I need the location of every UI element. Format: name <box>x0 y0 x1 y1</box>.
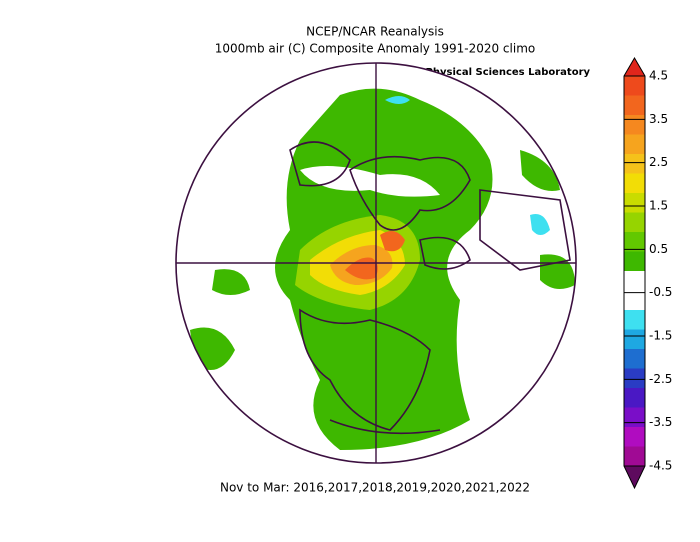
colorbar-band <box>624 349 645 369</box>
credit: NOAA Physical Sciences Laboratory <box>390 67 591 78</box>
colorbar-band <box>624 329 645 350</box>
colorbar-under <box>624 466 645 488</box>
colorbar-label: -4.5 <box>649 459 672 473</box>
colorbar-band <box>624 446 645 467</box>
colorbar-band <box>624 427 645 447</box>
colorbar-over <box>624 58 645 76</box>
colorbar-band <box>624 368 645 389</box>
colorbar-band <box>624 212 645 233</box>
colorbar-label: -1.5 <box>649 329 672 343</box>
colorbar-band <box>624 76 645 96</box>
footer: Nov to Mar: 2016,2017,2018,2019,2020,202… <box>220 481 530 495</box>
colorbar-label: -3.5 <box>649 415 672 429</box>
coastlines <box>289 141 571 435</box>
colorbar-band <box>624 173 645 194</box>
title: NCEP/NCAR Reanalysis <box>306 25 444 39</box>
colorbar-label: 4.5 <box>649 69 668 83</box>
colorbar-label: -0.5 <box>649 285 672 299</box>
subtitle: 1000mb air (C) Composite Anomaly 1991-20… <box>215 42 535 56</box>
colorbar-band <box>624 134 645 155</box>
colorbar-band <box>624 115 645 135</box>
colorbar-label: 2.5 <box>649 155 668 169</box>
colorbar-band <box>624 271 645 291</box>
colorbar-band <box>624 154 645 174</box>
colorbar-band <box>624 388 645 408</box>
colorbar-band <box>624 251 645 272</box>
colorbar-band <box>624 193 645 213</box>
colorbar: 4.5 3.5 2.5 1.5 0.5 -0.5 -1.5 -2.5 -3.5 -4.5 <box>623 57 672 490</box>
colorbar-band <box>624 407 645 428</box>
colorbar-label: 1.5 <box>649 199 668 213</box>
colorbar-band <box>624 232 645 252</box>
map <box>176 63 576 463</box>
colorbar-label: -2.5 <box>649 372 672 386</box>
colorbar-label: 0.5 <box>649 242 668 256</box>
colorbar-band <box>624 310 645 330</box>
colorbar-band <box>624 95 645 116</box>
colorbar-band <box>624 290 645 311</box>
colorbar-label: 3.5 <box>649 112 668 126</box>
